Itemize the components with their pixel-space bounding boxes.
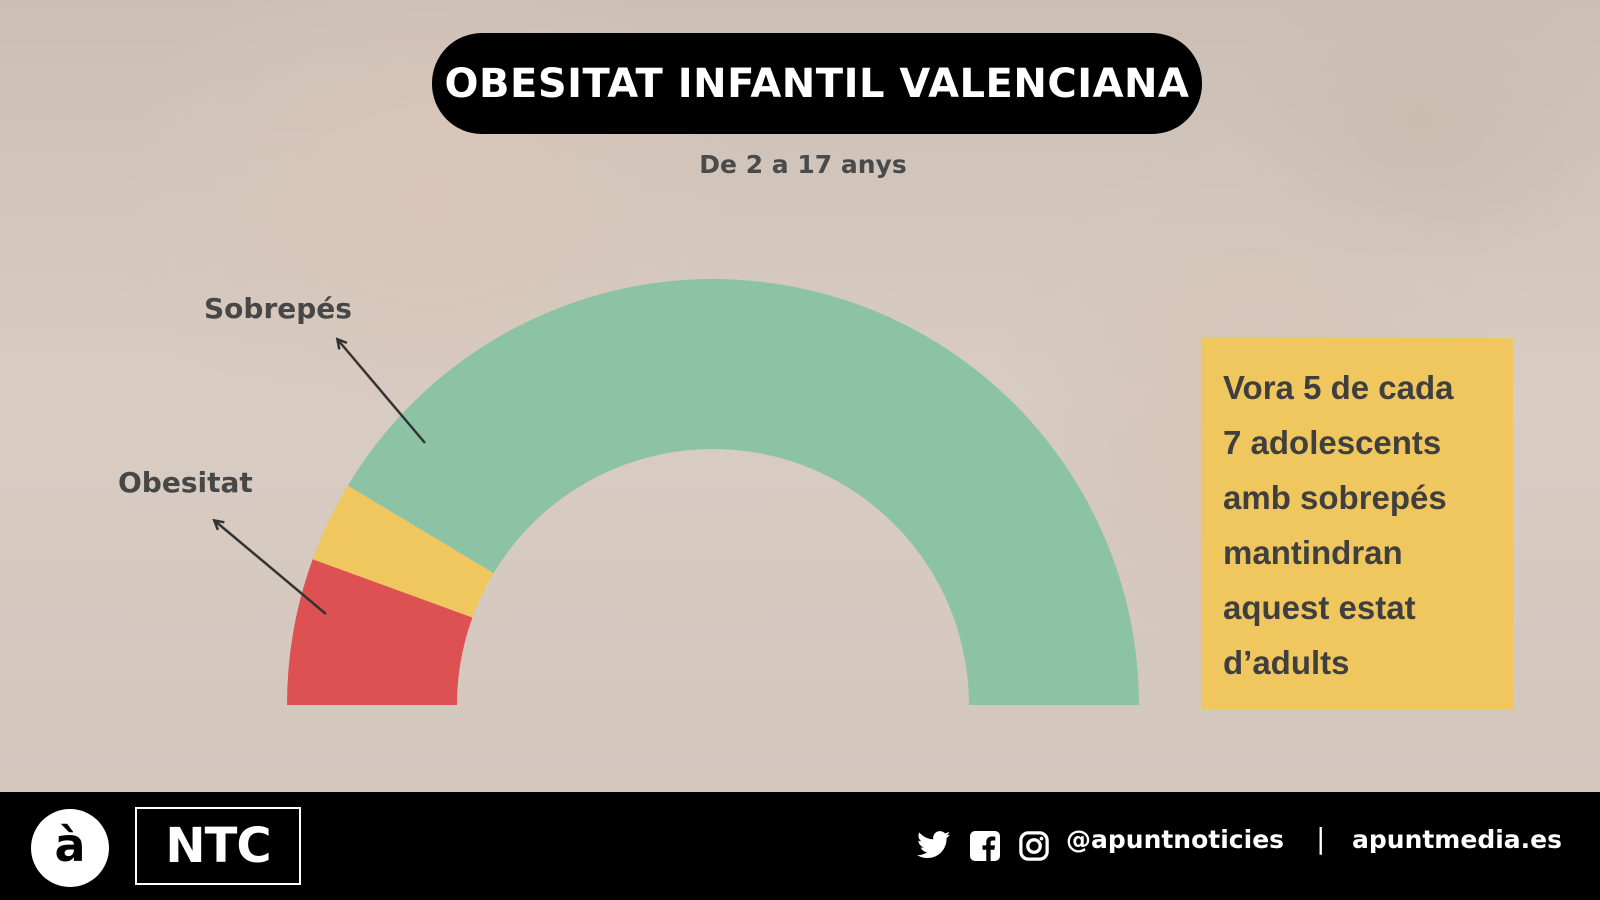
apunt-logo[interactable]: à	[31, 809, 109, 887]
ntc-logo[interactable]: NTC	[135, 807, 301, 885]
apunt-logo-letter: à	[54, 818, 86, 872]
callout-line: mantindran	[1223, 534, 1403, 571]
footer-bar: à NTC @apuntnoticies | apuntmedia.es	[0, 792, 1600, 900]
chart-slice-rest	[347, 279, 1139, 705]
callout-line: Vora 5 de cada	[1223, 369, 1454, 406]
callout-line: 7 adolescents	[1223, 424, 1442, 461]
slice-label: Sobrepés	[204, 292, 352, 325]
website-link[interactable]: apuntmedia.es	[1352, 825, 1562, 854]
callout-box: Vora 5 de cada 7 adolescents amb sobrepé…	[1201, 338, 1513, 709]
semicircle-chart: Obesitat Sobrepés	[118, 279, 1139, 705]
slice-label: Obesitat	[118, 466, 253, 499]
chart-slice-obesitat	[287, 559, 473, 705]
callout-line: d’adults	[1223, 644, 1350, 681]
ntc-logo-text: NTC	[165, 818, 271, 874]
callout-line: aquest estat	[1223, 589, 1416, 626]
chart-slice-sobrepés	[312, 485, 494, 618]
social-handle[interactable]: @apuntnoticies	[1066, 825, 1285, 854]
instagram-icon[interactable]	[1019, 831, 1049, 861]
subtitle: De 2 a 17 anys	[699, 150, 907, 179]
label-arrow	[215, 521, 327, 615]
label-arrow	[338, 340, 426, 444]
title-banner: OBESITAT INFANTIL VALENCIANA	[432, 33, 1202, 134]
page-title: OBESITAT INFANTIL VALENCIANA	[444, 60, 1190, 107]
callout-line: amb sobrepés	[1223, 479, 1447, 516]
facebook-icon[interactable]	[970, 831, 1000, 861]
footer-separator: |	[1316, 822, 1326, 855]
twitter-icon[interactable]	[917, 831, 951, 859]
